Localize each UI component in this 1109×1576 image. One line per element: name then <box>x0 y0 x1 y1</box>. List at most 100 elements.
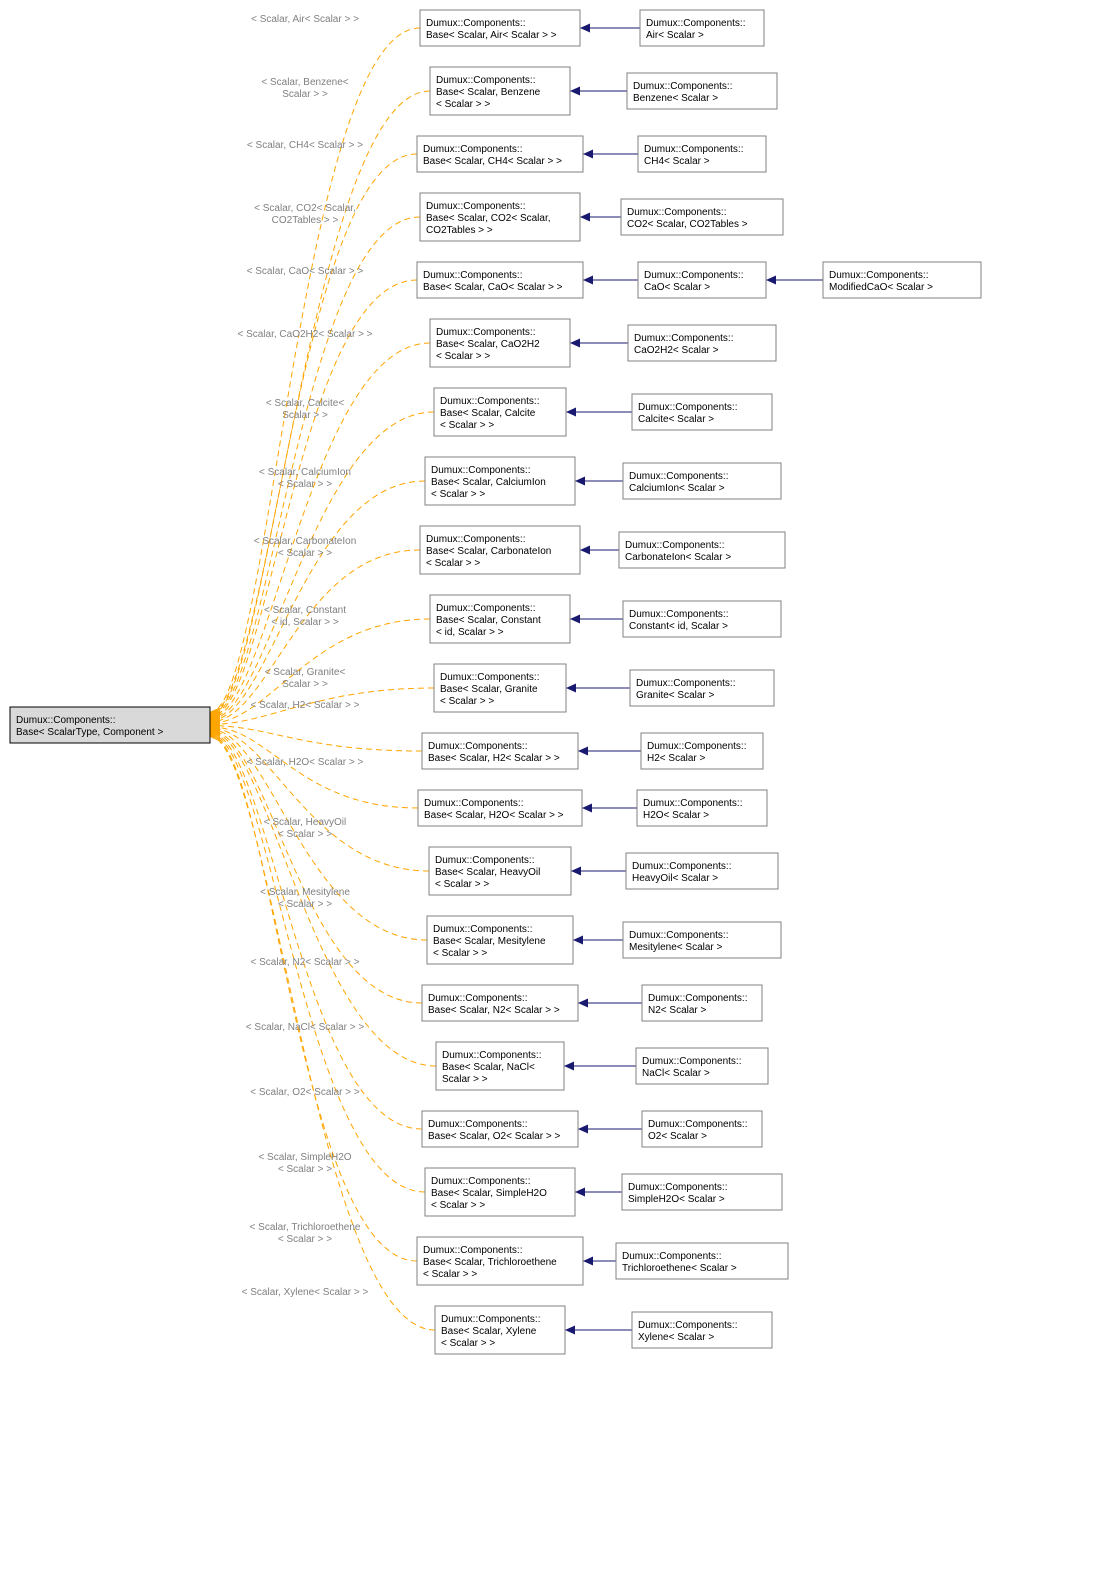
class-node[interactable]: Dumux::Components::Air< Scalar > <box>640 10 764 46</box>
node-label: Dumux::Components:: <box>433 924 533 935</box>
node-label: Base< Scalar, CaO2H2 <box>436 339 540 350</box>
node-label: ModifiedCaO< Scalar > <box>829 282 933 293</box>
class-node[interactable]: Dumux::Components::Benzene< Scalar > <box>627 73 777 109</box>
class-node[interactable]: Dumux::Components::Base< Scalar, N2< Sca… <box>422 985 578 1021</box>
node-label: Air< Scalar > <box>646 30 704 41</box>
class-node[interactable]: Dumux::Components::CaO< Scalar > <box>638 262 766 298</box>
class-node[interactable]: Dumux::Components::CH4< Scalar > <box>638 136 766 172</box>
class-node[interactable]: Dumux::Components::Base< Scalar, Trichlo… <box>417 1237 583 1285</box>
node-label: CaO2H2< Scalar > <box>634 345 719 356</box>
svg-text:< Scalar > >: < Scalar > > <box>278 1234 332 1245</box>
node-label: Dumux::Components:: <box>423 270 523 281</box>
node-label: Dumux::Components:: <box>436 75 536 86</box>
class-node[interactable]: Dumux::Components::Base< Scalar, Calcite… <box>434 388 566 436</box>
class-node[interactable]: Dumux::Components::Base< Scalar, Granite… <box>434 664 566 712</box>
class-node[interactable]: Dumux::Components::Base< Scalar, NaCl<Sc… <box>436 1042 564 1090</box>
class-node[interactable]: Dumux::Components::SimpleH2O< Scalar > <box>622 1174 782 1210</box>
class-node[interactable]: Dumux::Components::Constant< id, Scalar … <box>623 601 781 637</box>
node-label: Dumux::Components:: <box>829 270 929 281</box>
node-label: < Scalar > > <box>433 948 487 959</box>
class-node[interactable]: Dumux::Components::Base< Scalar, CO2< Sc… <box>420 193 580 241</box>
class-node[interactable]: Dumux::Components::Base< Scalar, Benzene… <box>430 67 570 115</box>
class-node[interactable]: Dumux::Components::Base< Scalar, CaO2H2<… <box>430 319 570 367</box>
class-node[interactable]: Dumux::Components::Base< Scalar, Calcium… <box>425 457 575 505</box>
node-label: Dumux::Components:: <box>431 1176 531 1187</box>
node-label: O2< Scalar > <box>648 1131 707 1142</box>
class-node[interactable]: Dumux::Components::CarbonateIon< Scalar … <box>619 532 785 568</box>
class-node[interactable]: Dumux::Components::Granite< Scalar > <box>630 670 774 706</box>
template-param-label: < Scalar, CaO< Scalar > > <box>247 266 364 277</box>
node-label: SimpleH2O< Scalar > <box>628 1194 725 1205</box>
class-node[interactable]: Dumux::Components::N2< Scalar > <box>642 985 762 1021</box>
class-node[interactable]: Dumux::Components::CalciumIon< Scalar > <box>623 463 781 499</box>
node-label: Dumux::Components:: <box>644 144 744 155</box>
class-node[interactable]: Dumux::Components::Base< Scalar, CH4< Sc… <box>417 136 583 172</box>
node-label: < Scalar > > <box>431 489 485 500</box>
template-instantiation-edge <box>210 733 422 1129</box>
class-node[interactable]: Dumux::Components::Base< Scalar, H2< Sca… <box>422 733 578 769</box>
class-node[interactable]: Dumux::Components::Base< Scalar, Mesityl… <box>427 916 573 964</box>
svg-text:< Scalar, CH4< Scalar > >: < Scalar, CH4< Scalar > > <box>247 140 363 151</box>
node-label: Base< Scalar, H2< Scalar > > <box>428 753 560 764</box>
node-label: Xylene< Scalar > <box>638 1332 714 1343</box>
class-node[interactable]: Dumux::Components::Base< Scalar, SimpleH… <box>425 1168 575 1216</box>
class-node[interactable]: Dumux::Components::H2< Scalar > <box>641 733 763 769</box>
class-node[interactable]: Dumux::Components::HeavyOil< Scalar > <box>626 853 778 889</box>
node-label: Dumux::Components:: <box>629 471 729 482</box>
class-node[interactable]: Dumux::Components::Base< Scalar, Xylene<… <box>435 1306 565 1354</box>
node-label: CalciumIon< Scalar > <box>629 483 725 494</box>
template-param-label: < Scalar, Air< Scalar > > <box>251 14 359 25</box>
node-label: Trichloroethene< Scalar > <box>622 1263 737 1274</box>
svg-text:< Scalar > >: < Scalar > > <box>278 1164 332 1175</box>
node-label: Base< Scalar, Air< Scalar > > <box>426 30 557 41</box>
class-node[interactable]: Dumux::Components::O2< Scalar > <box>642 1111 762 1147</box>
class-node[interactable]: Dumux::Components::Base< Scalar, Carbona… <box>420 526 580 574</box>
class-node[interactable]: Dumux::Components::Base< Scalar, H2O< Sc… <box>418 790 582 826</box>
template-param-label: < Scalar, SimpleH2O< Scalar > > <box>258 1152 351 1175</box>
node-label: Dumux::Components:: <box>627 207 727 218</box>
node-label: CO2< Scalar, CO2Tables > <box>627 219 748 230</box>
class-node[interactable]: Dumux::Components::Base< Scalar, Constan… <box>430 595 570 643</box>
node-label: Base< Scalar, SimpleH2O <box>431 1188 547 1199</box>
class-node[interactable]: Dumux::Components::CaO2H2< Scalar > <box>628 325 776 361</box>
svg-text:< Scalar, N2< Scalar > >: < Scalar, N2< Scalar > > <box>251 957 360 968</box>
node-label: < Scalar > > <box>423 1269 477 1280</box>
node-label: Dumux::Components:: <box>647 741 747 752</box>
node-label: Dumux::Components:: <box>426 534 526 545</box>
node-label: Base< Scalar, HeavyOil <box>435 867 540 878</box>
node-label: Dumux::Components:: <box>642 1056 742 1067</box>
class-node[interactable]: Dumux::Components::ModifiedCaO< Scalar > <box>823 262 981 298</box>
node-label: < Scalar > > <box>431 1200 485 1211</box>
class-node[interactable]: Dumux::Components::NaCl< Scalar > <box>636 1048 768 1084</box>
svg-text:< Scalar, CO2< Scalar,: < Scalar, CO2< Scalar, <box>254 203 356 214</box>
node-label: CaO< Scalar > <box>644 282 710 293</box>
template-param-label: < Scalar, CaO2H2< Scalar > > <box>237 329 372 340</box>
class-node[interactable]: Dumux::Components::Xylene< Scalar > <box>632 1312 772 1348</box>
node-label: Granite< Scalar > <box>636 690 715 701</box>
class-node[interactable]: Dumux::Components::CO2< Scalar, CO2Table… <box>621 199 783 235</box>
node-label: HeavyOil< Scalar > <box>632 873 718 884</box>
class-node[interactable]: Dumux::Components::Base< Scalar, Air< Sc… <box>420 10 580 46</box>
node-label: Dumux::Components:: <box>435 855 535 866</box>
node-label: Dumux::Components:: <box>431 465 531 476</box>
svg-text:< Scalar, Mesitylene: < Scalar, Mesitylene <box>260 887 350 898</box>
root-node[interactable]: Dumux::Components::Base< ScalarType, Com… <box>10 707 210 743</box>
class-node[interactable]: Dumux::Components::H2O< Scalar > <box>637 790 767 826</box>
svg-text:< Scalar, Benzene<: < Scalar, Benzene< <box>261 77 348 88</box>
node-label: Dumux::Components:: <box>426 18 526 29</box>
node-label: Dumux::Components:: <box>628 1182 728 1193</box>
class-node[interactable]: Dumux::Components::Mesitylene< Scalar > <box>623 922 781 958</box>
class-node[interactable]: Dumux::Components::Base< Scalar, O2< Sca… <box>422 1111 578 1147</box>
class-node[interactable]: Dumux::Components::Base< Scalar, CaO< Sc… <box>417 262 583 298</box>
node-label: N2< Scalar > <box>648 1005 707 1016</box>
template-param-label: < Scalar, CalciumIon< Scalar > > <box>259 467 351 490</box>
node-label: Constant< id, Scalar > <box>629 621 728 632</box>
class-node[interactable]: Dumux::Components::Base< Scalar, HeavyOi… <box>429 847 571 895</box>
node-label: CarbonateIon< Scalar > <box>625 552 731 563</box>
node-label: Dumux::Components:: <box>643 798 743 809</box>
template-param-label: < Scalar, Xylene< Scalar > > <box>242 1287 369 1298</box>
svg-text:< Scalar > >: < Scalar > > <box>278 899 332 910</box>
class-node[interactable]: Dumux::Components::Trichloroethene< Scal… <box>616 1243 788 1279</box>
svg-text:< Scalar, CaO2H2< Scalar > >: < Scalar, CaO2H2< Scalar > > <box>237 329 372 340</box>
class-node[interactable]: Dumux::Components::Calcite< Scalar > <box>632 394 772 430</box>
